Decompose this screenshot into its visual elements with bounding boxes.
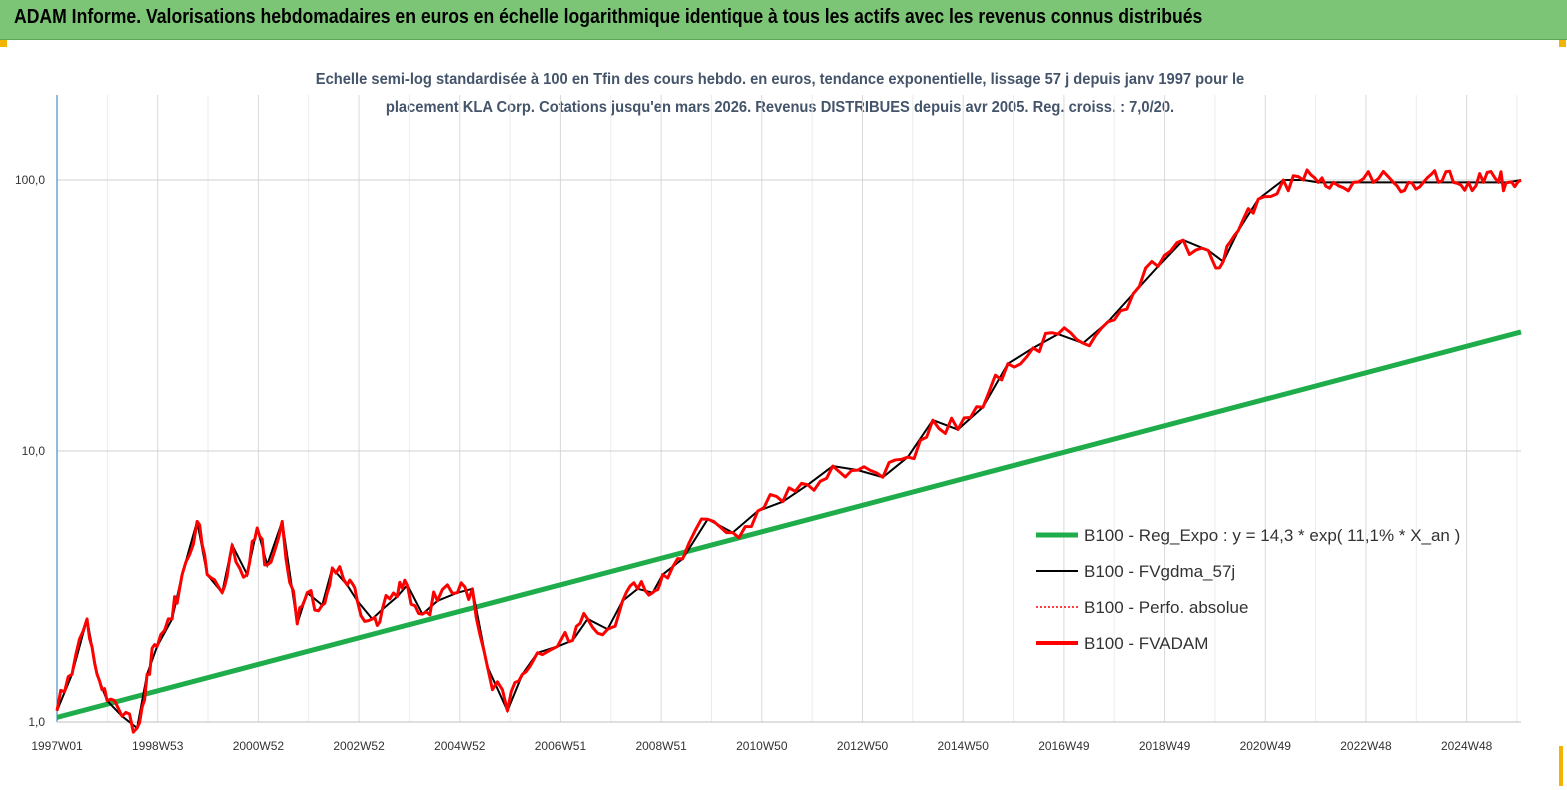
page-title: ADAM Informe. Valorisations hebdomadaire… (14, 6, 1203, 28)
y-tick-label: 10,0 (22, 444, 46, 458)
chart-title: Echelle semi-log standardisée à 100 en T… (200, 66, 1359, 122)
x-tick-label: 2006W51 (535, 739, 587, 753)
corner-marker (1559, 40, 1566, 47)
x-tick-label: 2010W50 (736, 739, 788, 753)
x-tick-label: 1998W53 (132, 739, 184, 753)
x-tick-label: 1997W01 (31, 739, 83, 753)
x-tick-label: 2002W52 (333, 739, 385, 753)
x-tick-label: 2024W48 (1441, 739, 1493, 753)
x-tick-label: 2022W48 (1340, 739, 1392, 753)
x-tick-label: 2004W52 (434, 739, 486, 753)
legend-label: B100 - Reg_Expo : y = 14,3 * exp( 11,1% … (1084, 526, 1460, 545)
x-tick-label: 2018W49 (1139, 739, 1191, 753)
corner-marker (0, 40, 7, 47)
fvgdma-line (56, 179, 1522, 730)
legend-label: B100 - Perfo. absolue (1084, 598, 1248, 617)
x-tick-label: 2014W50 (938, 739, 990, 753)
x-tick-label: 2008W51 (635, 739, 687, 753)
x-tick-label: 2020W49 (1240, 739, 1292, 753)
legend-label: B100 - FVADAM (1084, 634, 1208, 653)
regression-line (56, 329, 1522, 720)
x-tick-label: 2000W52 (233, 739, 285, 753)
fvadam-line (55, 168, 1522, 734)
chart-title-line-1: Echelle semi-log standardisée à 100 en T… (315, 71, 1245, 88)
legend-label: B100 - FVgdma_57j (1084, 562, 1235, 581)
corner-marker (1559, 746, 1563, 786)
chart-title-line-2: placement KLA Corp. Cotations jusqu'en m… (385, 99, 1175, 116)
y-tick-label: 1,0 (28, 715, 45, 729)
x-tick-label: 2016W49 (1038, 739, 1090, 753)
x-tick-label: 2012W50 (837, 739, 889, 753)
header-bar: ADAM Informe. Valorisations hebdomadaire… (0, 0, 1567, 40)
y-tick-label: 100,0 (15, 173, 45, 187)
